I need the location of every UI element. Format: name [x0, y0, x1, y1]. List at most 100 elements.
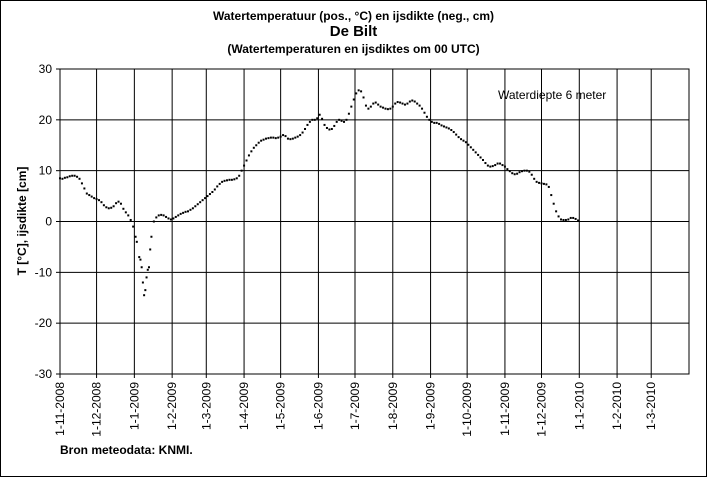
data-point — [425, 115, 428, 118]
data-point — [325, 126, 328, 129]
data-point — [245, 159, 248, 162]
data-point — [105, 206, 108, 209]
data-point — [191, 207, 194, 210]
data-point — [455, 133, 458, 136]
x-tick-label: 1-6-2009 — [311, 382, 325, 430]
data-point — [189, 208, 192, 211]
data-point — [408, 100, 411, 103]
data-point — [150, 235, 153, 238]
data-point — [508, 170, 511, 173]
data-point — [76, 175, 79, 178]
data-point — [435, 121, 438, 124]
data-point — [411, 99, 414, 102]
data-point — [301, 131, 304, 134]
data-point — [450, 129, 453, 131]
data-point — [530, 173, 533, 176]
data-point — [323, 123, 326, 126]
data-point — [201, 199, 204, 202]
data-point — [122, 207, 125, 210]
data-point — [550, 194, 553, 197]
data-point — [147, 266, 150, 269]
data-point — [61, 177, 64, 180]
data-point — [413, 100, 416, 103]
data-point — [80, 182, 83, 185]
data-point — [401, 102, 404, 105]
data-point — [467, 143, 470, 146]
y-tick-label: -30 — [35, 367, 53, 381]
data-point — [452, 131, 455, 134]
source-note: Bron meteodata: KNMI. — [60, 443, 193, 457]
x-tick-label: 1-5-2009 — [274, 382, 288, 430]
data-point — [394, 102, 397, 105]
data-point — [357, 89, 360, 92]
y-tick-label: -10 — [35, 265, 53, 279]
data-point — [66, 176, 69, 179]
data-point — [369, 105, 372, 108]
data-point — [143, 294, 146, 297]
data-point — [255, 144, 258, 147]
data-point — [247, 154, 250, 157]
data-point — [165, 215, 168, 218]
data-point — [63, 176, 66, 179]
data-point — [102, 204, 105, 207]
x-tick-label: 1-8-2009 — [386, 382, 400, 430]
data-point — [174, 215, 177, 218]
data-point — [235, 177, 238, 180]
data-point — [335, 120, 338, 123]
data-point — [196, 203, 199, 206]
data-point — [372, 102, 375, 105]
data-point — [218, 182, 221, 185]
data-point — [484, 162, 487, 165]
data-point — [267, 137, 270, 140]
data-point — [291, 137, 294, 140]
grid-y — [56, 68, 689, 375]
data-point — [340, 119, 343, 122]
data-point — [204, 197, 207, 200]
data-point — [494, 164, 497, 167]
data-point — [139, 258, 142, 261]
chart-subtitle: De Bilt — [329, 23, 378, 40]
data-point — [479, 156, 482, 159]
data-point — [277, 136, 280, 139]
data-point — [167, 217, 170, 220]
data-point — [186, 210, 189, 213]
data-point — [489, 165, 492, 168]
data-point — [520, 170, 523, 173]
x-tick-label: 1-9-2009 — [424, 382, 438, 430]
data-point — [501, 164, 504, 167]
data-point — [182, 211, 185, 214]
data-point — [238, 174, 241, 177]
data-point — [304, 127, 307, 130]
data-point — [496, 162, 499, 165]
data-point — [124, 211, 127, 214]
x-tick-label: 1-2-2009 — [165, 382, 179, 430]
data-point — [299, 134, 302, 137]
data-point — [208, 193, 211, 196]
data-point — [442, 125, 445, 128]
data-point — [355, 92, 358, 95]
data-point — [577, 219, 580, 222]
data-point — [145, 276, 148, 279]
data-point — [117, 200, 120, 203]
data-point — [129, 218, 132, 221]
data-point — [243, 164, 246, 167]
x-tick-label: 1-7-2009 — [348, 382, 362, 430]
data-point — [572, 216, 575, 219]
data-point — [379, 105, 382, 108]
data-point — [516, 172, 519, 175]
data-point — [155, 216, 158, 219]
data-point — [59, 177, 61, 180]
data-point — [211, 191, 214, 194]
data-point — [179, 212, 182, 215]
data-point — [538, 181, 541, 184]
data-point — [533, 177, 536, 180]
x-tick-label: 1-11-2009 — [498, 382, 512, 436]
data-point — [338, 118, 341, 121]
data-point — [140, 266, 143, 269]
data-point — [391, 105, 394, 108]
data-point — [127, 214, 130, 217]
data-point — [564, 218, 567, 221]
data-point — [110, 206, 113, 209]
data-point — [362, 96, 365, 99]
y-tick-label: -20 — [35, 316, 53, 330]
